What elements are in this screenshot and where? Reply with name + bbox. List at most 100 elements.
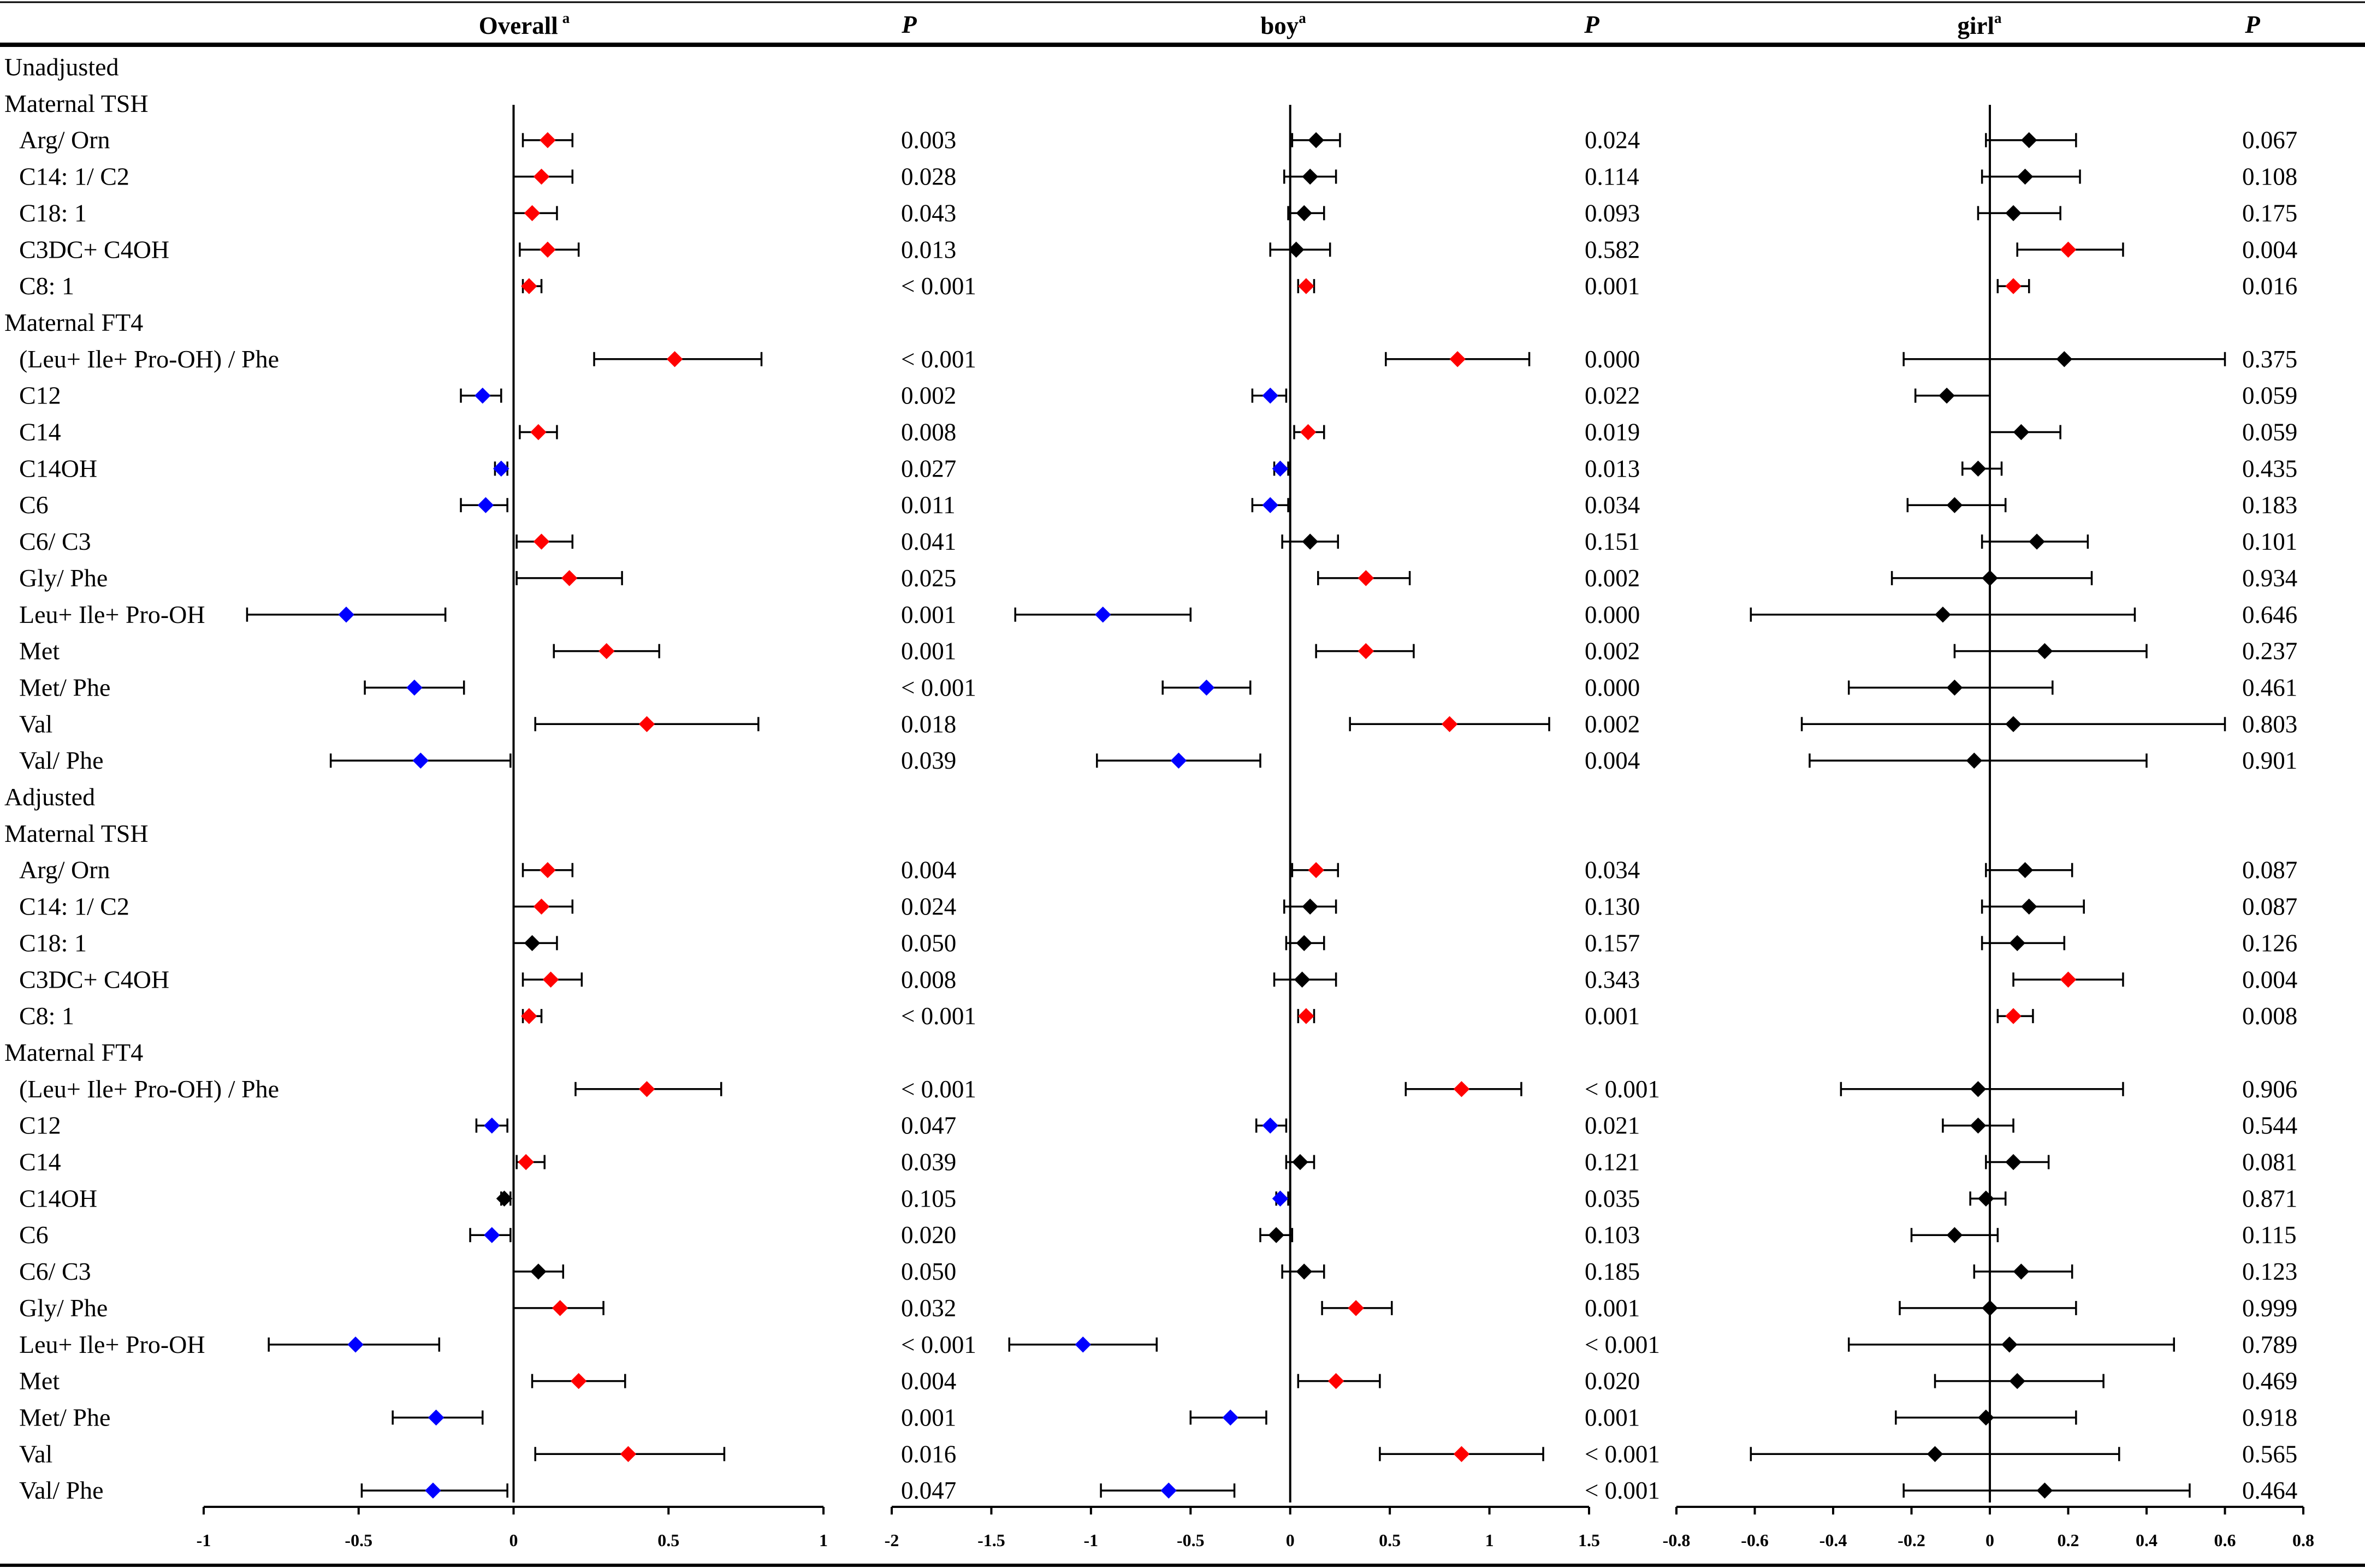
- p-value-boy: 0.001: [1585, 1404, 1640, 1431]
- p-value-boy: 0.114: [1585, 163, 1639, 191]
- panel-girl: -0.8 -0.6 -0.4 -0.2 0 0.2 0.4 0.6 0.8: [1663, 105, 2314, 1550]
- row-label: Met: [19, 637, 60, 665]
- p-value-boy: 0.034: [1585, 491, 1640, 519]
- p-value-girl: 0.123: [2242, 1258, 2297, 1285]
- estimate-point-overall: [540, 862, 556, 878]
- p-value-overall: 0.001: [901, 601, 956, 628]
- x-tick-label-overall: -1: [197, 1530, 211, 1550]
- group-label: Maternal FT4: [4, 1038, 143, 1066]
- p-value-overall: 0.002: [901, 382, 956, 409]
- p-value-girl: 0.059: [2242, 382, 2297, 409]
- row-label: (Leu+ Ile+ Pro-OH) / Phe: [19, 345, 279, 373]
- estimate-point-overall: [533, 898, 550, 915]
- p-value-boy: < 0.001: [1585, 1076, 1660, 1103]
- p-value-overall: 0.001: [901, 638, 956, 665]
- p-value-boy: 0.035: [1585, 1185, 1640, 1212]
- estimate-point-overall: [428, 1409, 444, 1426]
- p-value-boy: 0.151: [1585, 528, 1640, 555]
- estimate-point-boy: [1449, 351, 1466, 367]
- estimate-point-girl: [2036, 1482, 2053, 1499]
- p-value-boy: 0.019: [1585, 419, 1640, 446]
- estimate-point-boy: [1296, 205, 1312, 222]
- p-value-overall: 0.003: [901, 127, 956, 154]
- x-tick-label-girl: 0.8: [2292, 1530, 2314, 1550]
- p-value-girl: 0.067: [2242, 127, 2297, 154]
- p-value-girl: 0.016: [2242, 272, 2297, 300]
- row-item: Met/ Phe < 0.001 0.000 0.461: [19, 673, 2297, 701]
- estimate-point-girl: [1939, 387, 1955, 404]
- group-label: Maternal FT4: [4, 308, 143, 336]
- estimate-point-boy: [1268, 1227, 1284, 1243]
- estimate-point-overall: [638, 716, 655, 733]
- p-value-boy: < 0.001: [1585, 1331, 1660, 1358]
- x-tick-label-girl: -0.4: [1819, 1530, 1847, 1550]
- p-value-overall: 0.004: [901, 857, 956, 884]
- estimate-point-boy: [1453, 1446, 1470, 1463]
- x-tick-label-girl: -0.8: [1663, 1530, 1691, 1550]
- estimate-point-girl: [2021, 132, 2037, 149]
- p-value-girl: 0.087: [2242, 857, 2297, 884]
- estimate-point-girl: [2005, 716, 2022, 733]
- estimate-point-overall: [425, 1482, 441, 1499]
- p-value-boy: 0.343: [1585, 966, 1640, 993]
- x-tick-label-girl: 0: [1985, 1530, 1994, 1550]
- p-value-boy: 0.001: [1585, 1002, 1640, 1030]
- estimate-point-girl: [2060, 971, 2077, 988]
- estimate-point-overall: [412, 752, 429, 769]
- header-boy: boya: [1260, 10, 1306, 39]
- row-label: C14: [19, 418, 61, 446]
- p-value-girl: 0.871: [2242, 1185, 2297, 1212]
- group-label: Maternal TSH: [4, 819, 149, 847]
- estimate-point-girl: [2001, 1337, 2018, 1353]
- row-label: C14: 1/ C2: [19, 893, 129, 920]
- p-value-overall: < 0.001: [901, 346, 976, 373]
- estimate-point-boy: [1302, 168, 1318, 185]
- estimate-point-girl: [2056, 351, 2073, 367]
- p-value-boy: 0.121: [1585, 1149, 1640, 1176]
- estimate-point-overall: [484, 1117, 500, 1134]
- estimate-point-overall: [530, 424, 547, 441]
- estimate-point-overall: [598, 643, 615, 660]
- estimate-point-boy: [1453, 1081, 1470, 1097]
- p-value-boy: 0.000: [1585, 346, 1640, 373]
- x-tick-label-overall: 1: [819, 1530, 828, 1550]
- row-item: Arg/ Orn 0.004 0.034 0.087: [19, 856, 2297, 884]
- p-value-girl: 0.108: [2242, 163, 2297, 191]
- x-tick-label-overall: 0.5: [657, 1530, 679, 1550]
- p-value-overall: 0.043: [901, 199, 956, 227]
- p-value-girl: 0.101: [2242, 528, 2297, 555]
- row-label: Gly/ Phe: [19, 1294, 108, 1322]
- estimate-point-girl: [2021, 898, 2037, 915]
- row-item: (Leu+ Ile+ Pro-OH) / Phe < 0.001 0.000 0.37…: [19, 345, 2297, 373]
- row-item: Met 0.001 0.002 0.237: [19, 637, 2297, 665]
- estimate-point-girl: [1978, 1409, 1994, 1426]
- header-p-boy: P: [1584, 11, 1599, 38]
- row-item: C14 0.039 0.121 0.081: [19, 1148, 2297, 1176]
- estimate-point-girl: [1927, 1446, 1943, 1463]
- row-item: C14: 1/ C2 0.028 0.114 0.108: [19, 163, 2297, 191]
- p-value-boy: 0.103: [1585, 1221, 1640, 1249]
- rows-layer: Unadjusted Maternal TSH Arg/ Orn 0.003 0.024…: [4, 53, 2297, 1504]
- row-label: C12: [19, 1112, 61, 1139]
- row-label: C8: 1: [19, 272, 74, 300]
- row-label: Arg/ Orn: [19, 126, 110, 154]
- p-value-boy: 0.000: [1585, 601, 1640, 628]
- estimate-point-overall: [524, 935, 541, 952]
- row-label: Met/ Phe: [19, 1403, 110, 1431]
- header-p-overall: P: [901, 11, 917, 38]
- estimate-point-girl: [2005, 205, 2022, 222]
- row-item: C3DC+ C4OH 0.008 0.343 0.004: [19, 965, 2297, 993]
- row-item: Val 0.018 0.002 0.803: [19, 710, 2297, 738]
- p-value-girl: 0.008: [2242, 1002, 2297, 1030]
- x-tick-label-boy: 0: [1286, 1530, 1295, 1550]
- p-value-girl: 0.087: [2242, 893, 2297, 920]
- p-value-overall: < 0.001: [901, 674, 976, 701]
- p-value-boy: 0.093: [1585, 199, 1640, 227]
- row-label: Val/ Phe: [19, 1476, 104, 1504]
- row-label: C14: 1/ C2: [19, 163, 129, 191]
- row-item: C6 0.020 0.103 0.115: [19, 1221, 2297, 1249]
- estimate-point-girl: [1970, 1117, 1987, 1134]
- row-label: (Leu+ Ile+ Pro-OH) / Phe: [19, 1075, 279, 1103]
- row-label: Arg/ Orn: [19, 856, 110, 884]
- row-item: C14OH 0.105 0.035 0.871: [19, 1184, 2297, 1212]
